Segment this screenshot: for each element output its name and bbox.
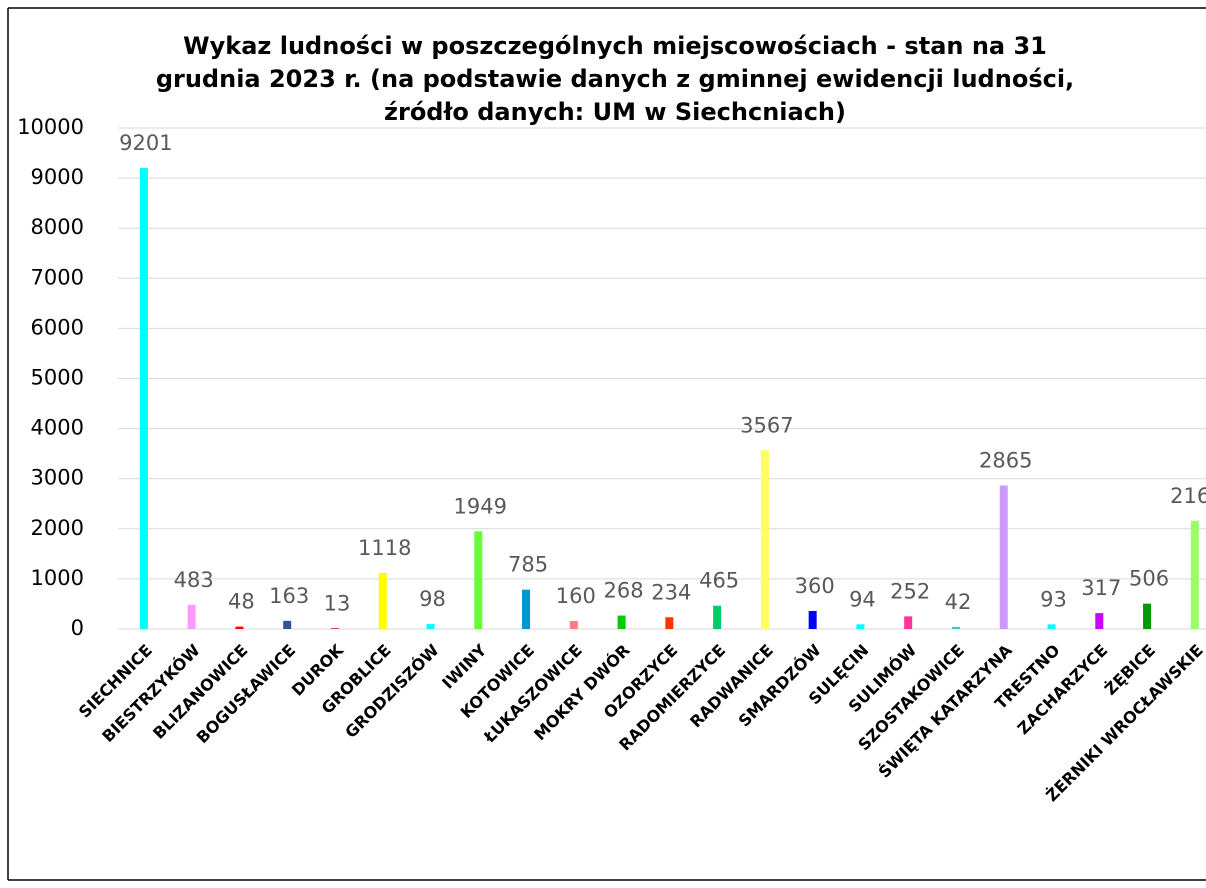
y-tick-label: 9000 [31, 165, 84, 189]
data-label: 2865 [979, 448, 1032, 472]
bar [522, 589, 531, 629]
y-tick-label: 6000 [31, 315, 84, 339]
bar [1143, 603, 1152, 629]
data-label: 163 [269, 584, 309, 608]
data-label: 1118 [358, 536, 411, 560]
data-label: 9201 [119, 131, 172, 155]
bar [235, 626, 244, 629]
data-label: 483 [174, 568, 214, 592]
data-label: 234 [651, 580, 691, 604]
data-label: 317 [1081, 576, 1121, 600]
data-label: 465 [699, 569, 739, 593]
bar [1047, 624, 1056, 629]
y-tick-label: 5000 [31, 366, 84, 390]
y-tick-label: 7000 [31, 265, 84, 289]
bar [426, 624, 435, 629]
y-tick-label: 4000 [31, 416, 84, 440]
bar [1095, 613, 1104, 629]
data-label: 252 [890, 579, 930, 603]
bar [856, 624, 865, 629]
data-label: 1949 [454, 494, 507, 518]
bar [474, 531, 483, 629]
data-label: 93 [1040, 587, 1067, 611]
bar [378, 572, 387, 629]
data-label: 506 [1129, 567, 1169, 591]
bar [904, 616, 913, 629]
bar [713, 605, 722, 629]
bar [139, 168, 148, 629]
data-label: 268 [604, 579, 644, 603]
y-tick-label: 1000 [31, 566, 84, 590]
data-label: 94 [849, 587, 876, 611]
bar [808, 610, 817, 629]
data-label: 42 [945, 590, 972, 614]
data-label: 160 [556, 584, 596, 608]
y-tick-label: 2000 [31, 516, 84, 540]
bar [283, 620, 292, 629]
bar [951, 626, 960, 629]
y-tick-label: 0 [71, 616, 84, 640]
data-label: 3567 [740, 413, 793, 437]
bar [617, 615, 626, 629]
bar [569, 620, 578, 629]
y-tick-label: 3000 [31, 466, 84, 490]
bar [999, 485, 1008, 629]
chart-title: Wykaz ludności w poszczególnych miejscow… [155, 32, 1075, 126]
data-label: 2160 [1170, 484, 1206, 508]
data-label: 48 [228, 590, 255, 614]
data-label: 785 [508, 553, 548, 577]
bar [665, 617, 674, 629]
bar [330, 628, 339, 629]
bar [760, 450, 769, 629]
data-label: 360 [795, 574, 835, 598]
x-tick-label: RADWANICE [686, 641, 777, 732]
data-label: 13 [324, 591, 351, 615]
data-label: 98 [419, 587, 446, 611]
y-tick-label: 8000 [31, 215, 84, 239]
y-tick-label: 10000 [17, 115, 84, 139]
bar [187, 604, 196, 629]
x-tick-label: ZACHARZYCE [1014, 641, 1112, 739]
bar [1190, 520, 1199, 629]
x-tick-label: SMARDZÓW [735, 640, 825, 730]
